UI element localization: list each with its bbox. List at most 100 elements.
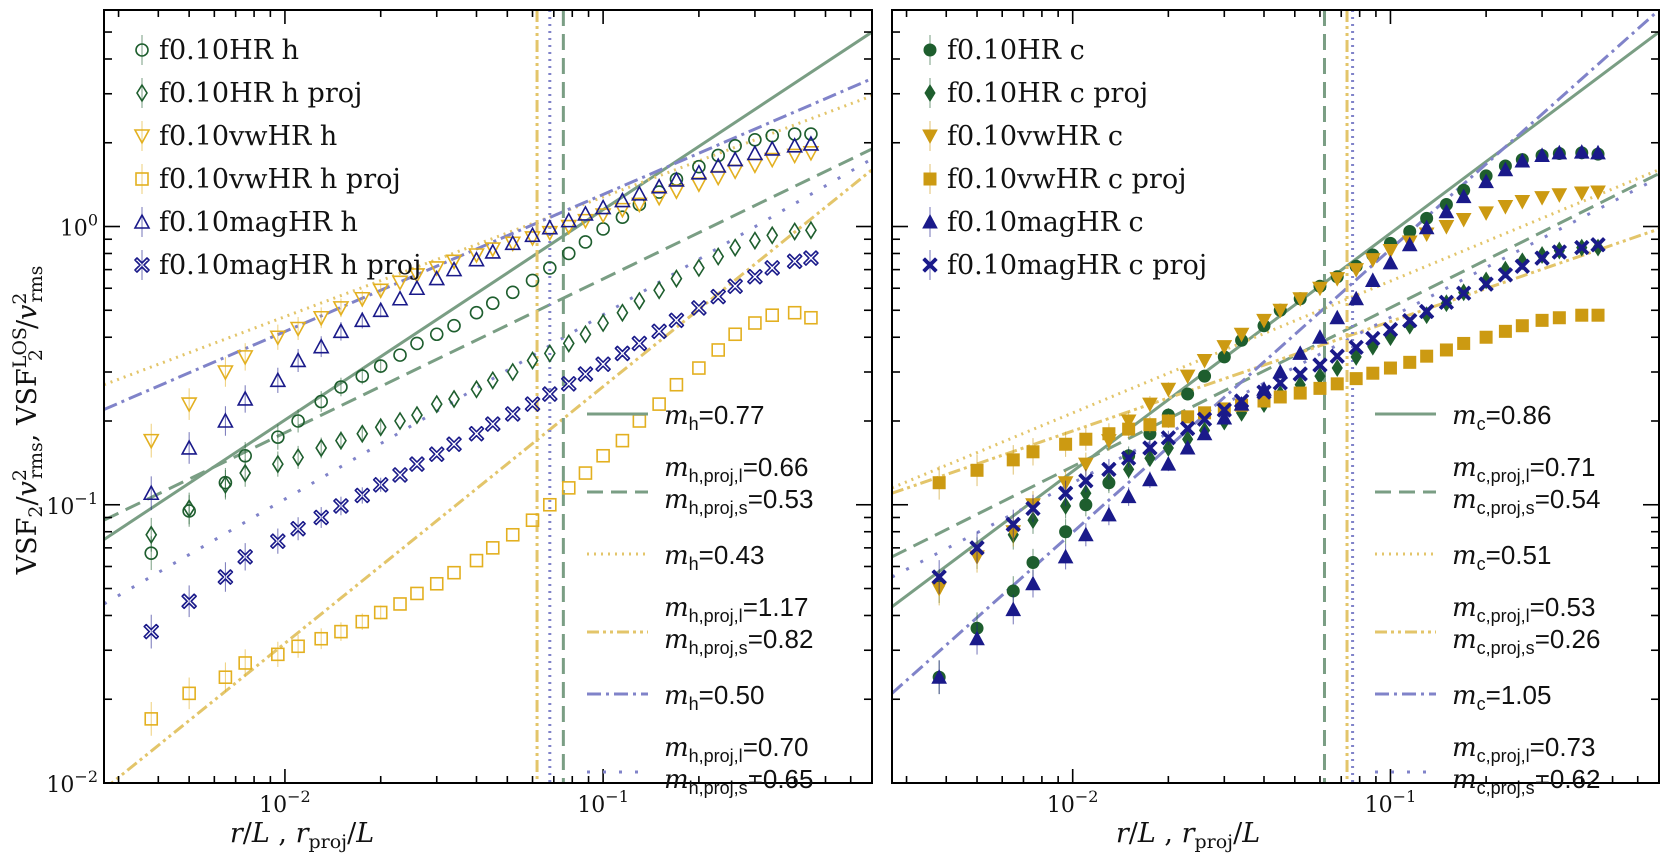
data-point <box>391 275 409 292</box>
data-point <box>1348 339 1364 355</box>
data-point <box>1179 439 1196 455</box>
data-point <box>1330 377 1344 391</box>
data-point <box>1534 147 1550 162</box>
data-point <box>408 279 426 296</box>
legend-marker <box>923 172 937 186</box>
data-point <box>1312 281 1328 297</box>
data-point <box>614 202 631 219</box>
data-point <box>1162 439 1174 457</box>
data-point <box>1329 272 1346 287</box>
data-point <box>786 253 803 270</box>
data-point <box>354 487 371 504</box>
x-axis-label-left: r/L , rproj/L <box>230 818 374 853</box>
data-point <box>291 414 305 428</box>
legend-label: f0.10vwHR h proj <box>159 164 401 195</box>
data-point <box>524 396 541 412</box>
legend-marker <box>133 129 151 145</box>
data-point <box>727 278 743 295</box>
data-point <box>1233 327 1250 343</box>
fit-line-0 <box>104 30 872 541</box>
data-point <box>691 300 707 316</box>
fit-line-3 <box>892 227 1659 495</box>
data-point <box>1382 254 1399 270</box>
data-point <box>709 157 727 173</box>
data-point <box>411 405 423 425</box>
data-point <box>1402 313 1418 329</box>
series-5 <box>931 237 1606 594</box>
data-point <box>1535 313 1549 327</box>
data-point <box>728 327 742 342</box>
data-point <box>692 258 705 278</box>
data-point <box>447 565 461 580</box>
data-point <box>711 148 726 163</box>
data-point <box>1292 292 1309 307</box>
data-point <box>445 254 463 270</box>
data-point <box>652 397 666 411</box>
data-point <box>1293 386 1307 400</box>
data-point <box>596 222 610 236</box>
data-point <box>765 128 780 143</box>
axes-frame <box>103 9 873 784</box>
data-point <box>668 184 685 200</box>
data-point <box>614 191 631 208</box>
data-point <box>1144 449 1156 468</box>
panel-hot: 10−2 10−1 10−2 10−1 100 f0.10HR h f0.10HR h pr… <box>46 9 873 818</box>
fit-line-4 <box>104 77 872 411</box>
data-point <box>1101 461 1117 477</box>
panel-cold: 10−2 10−1 f0.10HR c f0.10HR c proj f0.10vwHR… <box>891 9 1660 818</box>
data-point <box>1439 343 1453 357</box>
data-point <box>1143 418 1157 432</box>
data-point <box>355 614 370 629</box>
fit-line-0 <box>892 30 1659 608</box>
data-point <box>1256 384 1272 400</box>
data-point <box>631 185 648 201</box>
data-point <box>560 211 578 228</box>
fit-legend-label: mh,proj,s=0.65 <box>664 764 813 798</box>
data-point <box>1179 369 1196 385</box>
data-point <box>1573 144 1590 159</box>
data-point <box>932 476 946 490</box>
data-point <box>1350 347 1362 366</box>
data-point <box>1103 471 1115 490</box>
data-point <box>931 669 947 684</box>
fit-legend-label: mh,proj,s=0.53 <box>664 484 813 518</box>
data-point <box>1059 437 1073 451</box>
data-point <box>180 439 198 455</box>
data-point <box>1142 440 1158 456</box>
fit-legend-label: mc,proj,l=0.53 <box>1452 592 1595 626</box>
series-1 <box>145 220 817 552</box>
data-point <box>429 327 444 342</box>
data-point <box>1497 161 1514 177</box>
data-point <box>1478 173 1494 189</box>
series-5 <box>143 250 819 649</box>
data-point <box>1478 206 1494 221</box>
data-point <box>290 520 306 537</box>
data-point <box>408 268 426 284</box>
fit-line-4 <box>892 10 1659 695</box>
data-point <box>1160 430 1176 446</box>
data-point <box>543 497 557 512</box>
fit-legend-label: mc=0.86 <box>1452 400 1551 434</box>
data-point <box>1551 244 1567 260</box>
data-point <box>237 549 253 565</box>
data-point <box>1216 402 1232 418</box>
data-point <box>469 553 484 568</box>
data-point <box>729 238 742 258</box>
data-point <box>1551 144 1568 160</box>
data-point <box>428 446 445 462</box>
data-point <box>271 430 285 444</box>
data-point <box>1403 355 1417 369</box>
data-point <box>1312 329 1328 344</box>
data-point <box>764 260 781 276</box>
data-point <box>594 198 612 215</box>
data-point <box>631 197 648 214</box>
data-point <box>506 362 519 382</box>
legend-marker <box>133 213 151 229</box>
data-point <box>1456 285 1472 301</box>
data-point <box>1479 330 1493 344</box>
data-point <box>1312 357 1328 373</box>
data-point <box>1455 188 1472 204</box>
data-point <box>353 291 371 308</box>
data-point <box>1078 526 1094 542</box>
